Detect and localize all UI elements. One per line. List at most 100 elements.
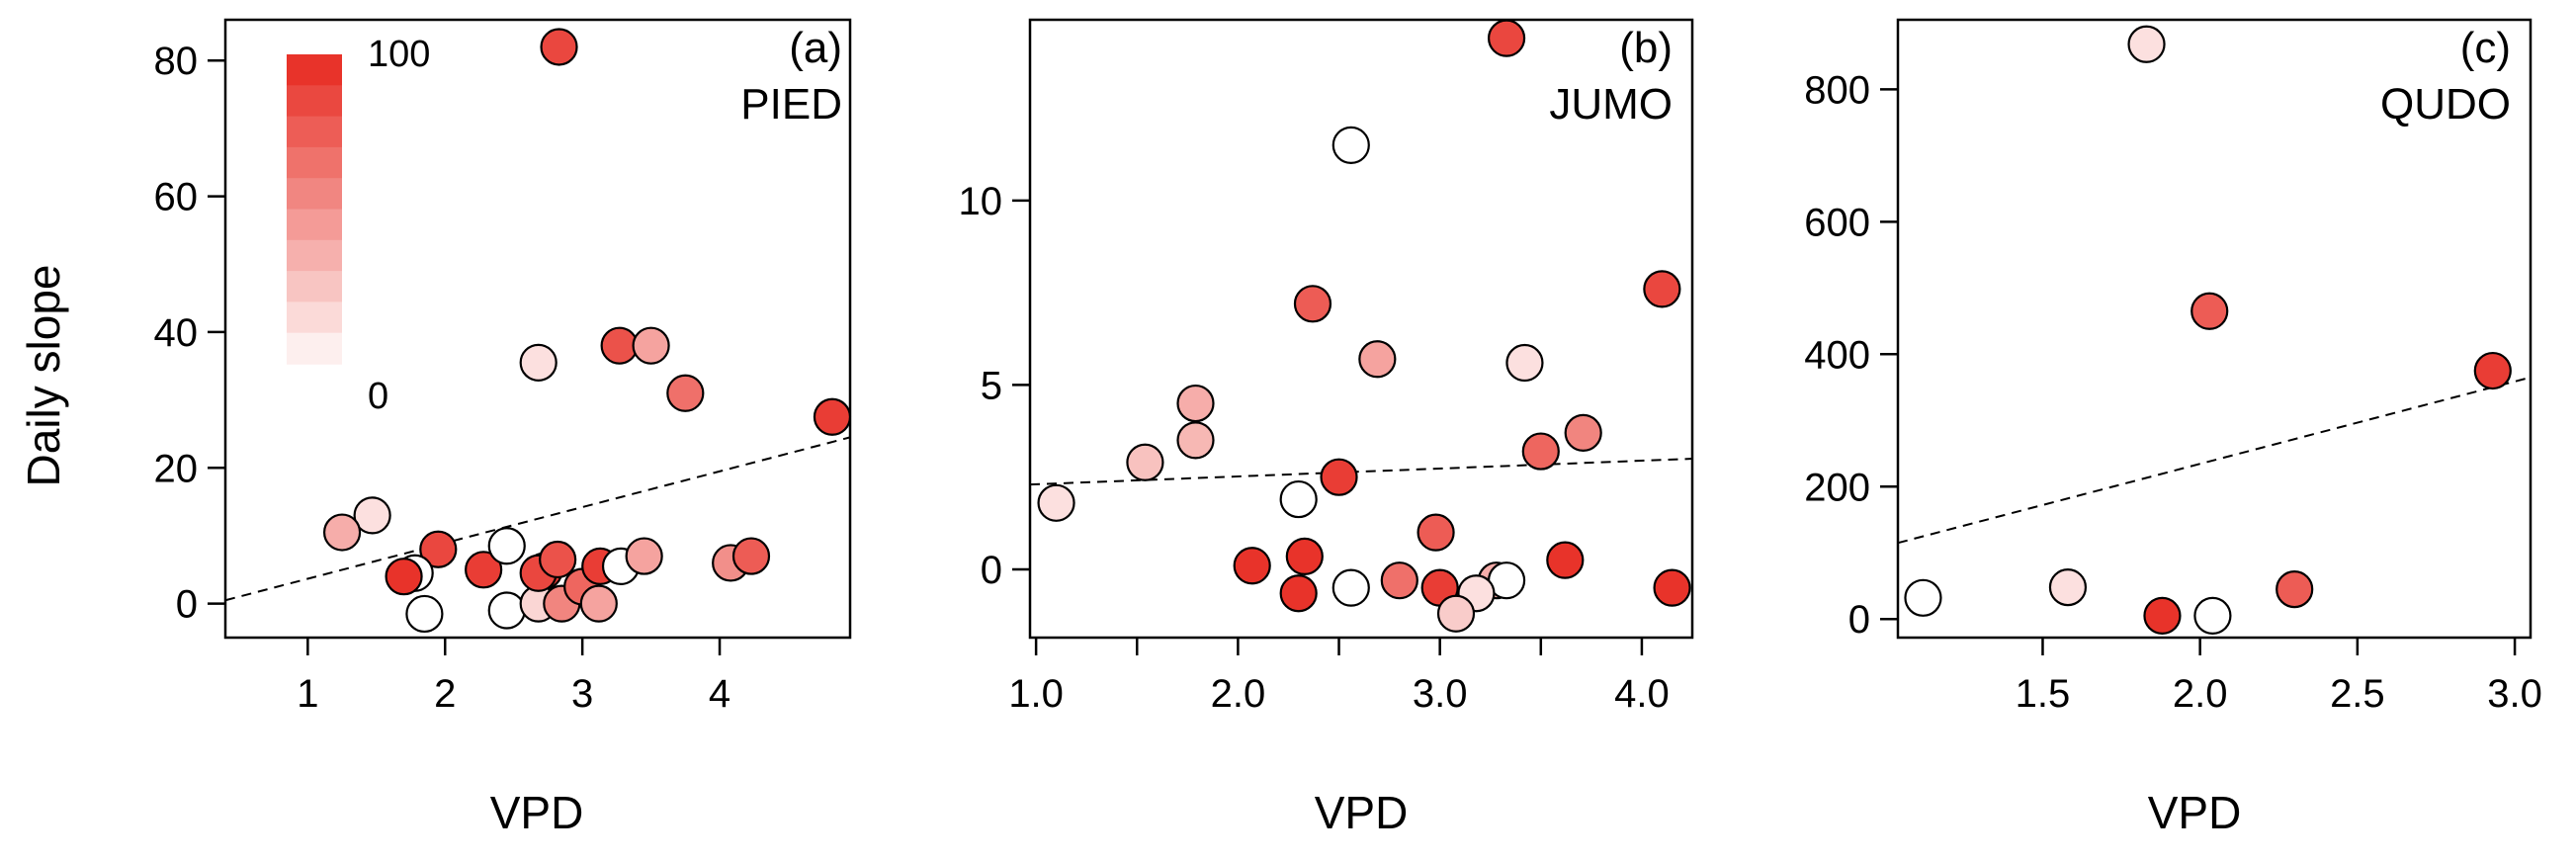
colorbar-swatch [287,239,342,272]
panel-a-point [519,343,558,382]
y-axis-label: Daily slope [18,265,69,487]
panel-b-point [1126,443,1164,481]
panel-b-point [1331,126,1370,164]
colorbar-max-label: 100 [368,34,430,75]
panel-b-point [1176,384,1215,423]
panel-c-point [2048,567,2088,607]
panel-a-point [731,537,771,575]
panel-a-y-tick-label: 60 [154,176,199,219]
panel-b-point [1293,285,1332,323]
panel-b-point [1417,513,1455,552]
panel-a-frame [223,18,852,640]
panel-b-point [1487,19,1526,57]
panel-c-x-axis-label: VPD [2148,787,2242,838]
panel-a-x-tick-label: 1 [297,672,318,716]
panel-b-point [1331,568,1370,607]
panel-a-point [625,537,663,575]
panel-c-y-tick-label: 800 [1804,68,1870,112]
panel-c-x-tick-label: 1.5 [2016,672,2071,716]
panel-a-point [405,594,444,634]
panel-a-trend-line [224,436,851,602]
colorbar-min-label: 0 [368,376,388,417]
panel-a-y-tick-label: 80 [154,40,199,83]
panel-c-point [2190,292,2229,330]
colorbar-swatch [287,332,342,365]
panel-c-y-tick-label: 200 [1804,466,1870,509]
panel-a-point [540,28,578,66]
panel-a-point [487,527,526,565]
panel-c-point [2473,351,2512,390]
panel-b-point [1320,458,1358,496]
panel-b-point [1521,432,1560,471]
panel-b-point [1436,594,1476,633]
panel-b-point [1546,541,1585,579]
panel-a-y-tick-label: 0 [176,583,198,627]
panel-b-point [1380,561,1418,600]
panel-b-x-tick-label: 3.0 [1413,672,1468,716]
panel-a-y-tick-label: 40 [154,311,199,355]
panel-c-y-tick-label: 0 [1848,598,1870,642]
panel-b-point [1564,413,1602,453]
panel-b-frame [1028,18,1694,640]
colorbar-swatch [287,302,342,334]
panel-b-y-tick-label: 5 [981,364,1002,407]
panel-a-point [666,374,705,412]
panel-b-x-tick-label: 2.0 [1211,672,1266,716]
panel-b-point [1279,574,1318,613]
panel-c-x-tick-label: 2.5 [2330,672,2385,716]
panel-b-tag: (b) [1619,24,1673,72]
colorbar-swatch [287,209,342,241]
panel-a-tag: (a) [789,24,842,72]
panel-a-point [322,513,362,552]
panel-c-x-tick-label: 3.0 [2487,672,2542,716]
panel-c-frame [1896,18,2533,640]
colorbar-swatch [287,271,342,303]
panel-a-x-axis-label: VPD [490,787,584,838]
panel-c-species: QUDO [2380,80,2511,129]
panel-b-species: JUMO [1549,80,1673,129]
colorbar [287,54,342,365]
panel-a-point [539,540,577,579]
panel-a-point [600,326,639,365]
colorbar-swatch [287,178,342,211]
panel-b-point [1653,568,1691,607]
panel-a-point [487,591,526,630]
panel-b-point [1233,547,1271,585]
panel-c-point [2143,596,2182,635]
panel-b-x-tick-label: 4.0 [1614,672,1670,716]
colorbar-swatch [287,54,342,87]
panel-b-point [1279,479,1318,519]
panel-c-x-tick-label: 2.0 [2173,672,2228,716]
colorbar-swatch [287,85,342,118]
panel-c-point [2127,25,2166,63]
panel-a-x-tick-label: 3 [571,672,593,716]
panel-b-point [1037,483,1075,522]
panel-b-point [1505,343,1544,383]
panel-a-point [419,530,458,568]
panel-a-point [465,551,503,589]
panel-b-point [1176,421,1215,460]
panel-c-y-tick-label: 600 [1804,201,1870,244]
panel-a-x-tick-label: 4 [709,672,730,716]
panel-b-point [1358,340,1397,379]
panel-c-tag: (c) [2460,24,2511,72]
panel-b-x-axis-label: VPD [1315,787,1409,838]
panel-c-point [1904,578,1942,617]
colorbar-swatch [287,146,342,179]
panel-a-species: PIED [740,80,842,129]
panel-a-point [579,584,618,623]
panel-b-point [1285,537,1324,576]
panel-a-y-tick-label: 20 [154,447,199,490]
panel-b-point [1643,270,1681,308]
panel-b-y-tick-label: 10 [959,180,1003,223]
panel-a-x-tick-label: 2 [434,672,456,716]
panel-b-x-tick-label: 1.0 [1008,672,1064,716]
colorbar-swatch [287,116,342,148]
panel-a-point [813,397,852,436]
panel-a-point [632,326,670,365]
panel-c: (c) QUDO VPD 1.5 2.0 2.5 3.0 0 200 400 600 800 [1804,18,2542,838]
panel-c-trend-line [1897,376,2532,545]
panel-b-y-tick-label: 0 [981,549,1002,592]
